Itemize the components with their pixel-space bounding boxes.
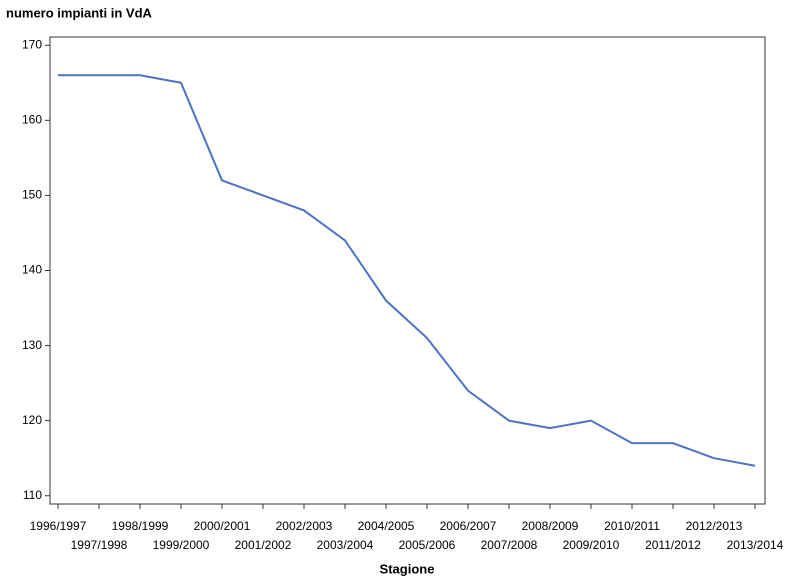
x-tick-label: 2000/2001 (194, 519, 251, 533)
y-tick-label: 160 (22, 113, 42, 127)
x-tick-label: 2012/2013 (686, 519, 743, 533)
plot-frame (49, 36, 766, 505)
x-tick-label: 1996/1997 (30, 519, 87, 533)
x-tick-label: 2004/2005 (358, 519, 415, 533)
x-tick-label: 2011/2012 (645, 538, 701, 552)
y-tick-label: 120 (22, 413, 42, 427)
x-tick-label: 2001/2002 (235, 538, 292, 552)
chart-title: numero impianti in VdA (6, 5, 153, 20)
y-tick-label: 130 (22, 338, 42, 352)
line-series (58, 74, 756, 467)
y-tick-label: 110 (23, 488, 42, 502)
x-tick-label: 1999/2000 (153, 538, 210, 552)
x-tick-label: 2005/2006 (399, 538, 456, 552)
x-tick-label: 2006/2007 (440, 519, 497, 533)
x-tick-label: 1997/1998 (71, 538, 128, 552)
x-tick-label: 2010/2011 (604, 519, 660, 533)
x-tick-label: 1998/1999 (112, 519, 169, 533)
x-tick-label: 2002/2003 (276, 519, 333, 533)
y-tick-label: 140 (22, 263, 42, 277)
x-tick-label: 2003/2004 (317, 538, 374, 552)
x-tick-label: 2013/2014 (727, 538, 784, 552)
y-tick-label: 170 (22, 37, 42, 51)
x-tick-label: 2007/2008 (481, 538, 538, 552)
x-tick-label: 2008/2009 (522, 519, 579, 533)
x-tick-label: 2009/2010 (563, 538, 620, 552)
y-tick-label: 150 (22, 188, 42, 202)
x-axis-label: Stagione (380, 561, 435, 576)
